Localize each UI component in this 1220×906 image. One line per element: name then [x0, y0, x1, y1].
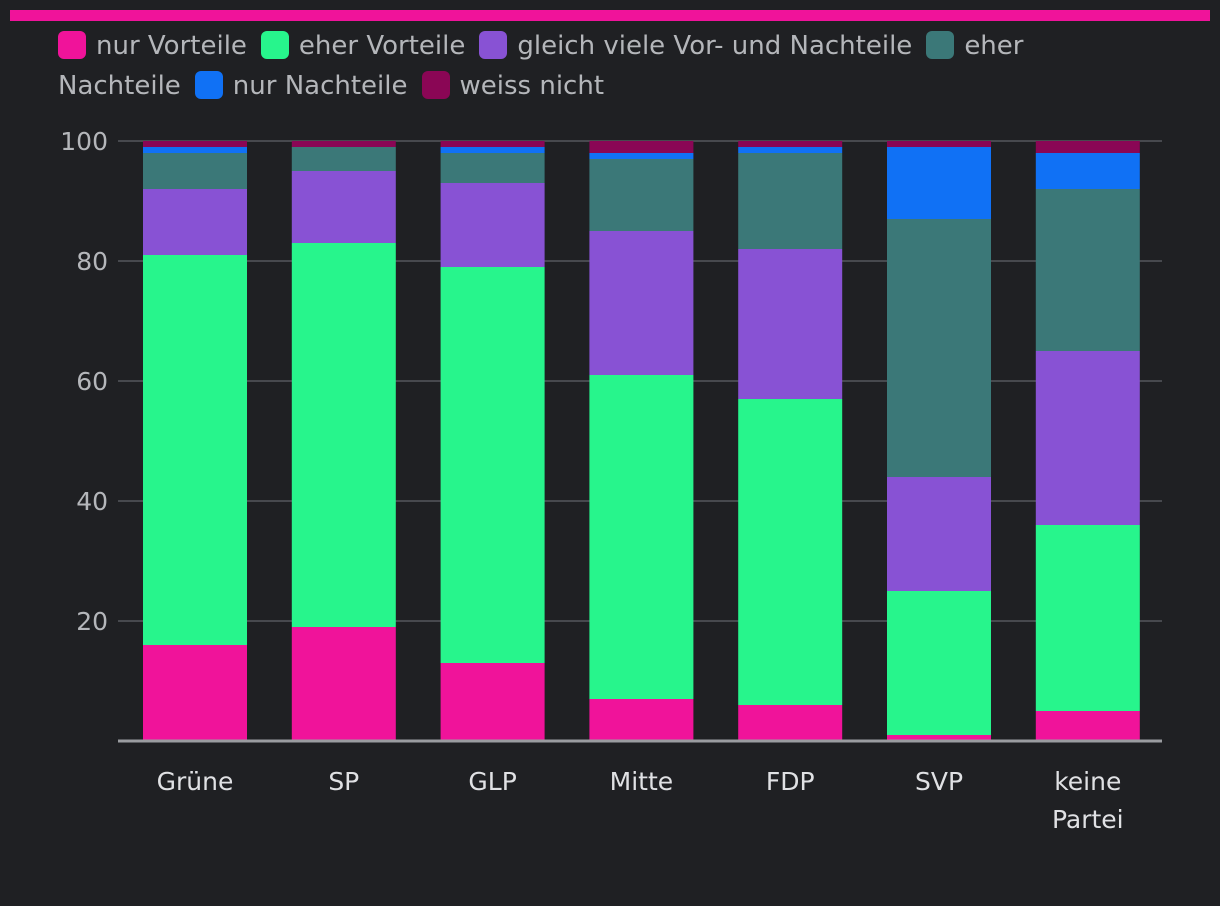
legend-item-weiss-nicht[interactable]: weiss nicht [421, 71, 605, 101]
bar-keine-partei-gleich-viele-vor-und-nachteile[interactable] [1035, 351, 1140, 525]
y-tick-label: 20 [76, 607, 108, 636]
bar-glp-nur-vorteile[interactable] [440, 663, 545, 741]
bar-glp-weiss-nicht[interactable] [440, 141, 545, 147]
bar-fdp-weiss-nicht[interactable] [738, 141, 843, 147]
bar-fdp-eher-vorteile[interactable] [738, 399, 843, 705]
legend-swatch [194, 71, 223, 99]
bar-mitte-gleich-viele-vor-und-nachteile[interactable] [589, 231, 694, 375]
accent-bar [10, 10, 1210, 21]
legend-swatch [421, 71, 450, 99]
bar-grune-nur-vorteile[interactable] [143, 645, 247, 741]
bar-glp-nur-nachteile[interactable] [440, 147, 545, 153]
bar-svp-weiss-nicht[interactable] [887, 141, 991, 147]
bar-grune-eher-nachteile[interactable] [143, 153, 247, 189]
bar-fdp-nur-nachteile[interactable] [738, 147, 843, 153]
x-tick-label: FDP [766, 767, 815, 796]
chart-legend: nur Vorteile eher Vorteile gleich viele Vo… [58, 26, 1138, 106]
legend-swatch [58, 31, 86, 59]
bar-sp-gleich-viele-vor-und-nachteile[interactable] [291, 171, 396, 243]
legend-item-nur-nachteile[interactable]: nur Nachteile [194, 71, 408, 101]
legend-swatch [926, 31, 955, 59]
legend-label: gleich viele Vor- und Nachteile [517, 31, 913, 61]
bar-sp-eher-nachteile[interactable] [291, 147, 396, 171]
x-tick-label: keine Partei [1052, 767, 1124, 834]
bar-mitte-eher-nachteile[interactable] [589, 159, 694, 231]
bar-mitte-nur-nachteile[interactable] [589, 153, 694, 159]
legend-item-eher-vorteile[interactable]: eher Vorteile [260, 31, 466, 61]
bar-fdp-nur-vorteile[interactable] [738, 705, 843, 741]
legend-swatch [479, 31, 508, 59]
bar-svp-nur-nachteile[interactable] [887, 147, 991, 219]
bar-grune-eher-vorteile[interactable] [143, 255, 247, 645]
bar-fdp-gleich-viele-vor-und-nachteile[interactable] [738, 249, 843, 399]
bar-glp-eher-nachteile[interactable] [440, 153, 545, 183]
bar-svp-nur-vorteile[interactable] [887, 735, 991, 741]
bar-keine-partei-nur-vorteile[interactable] [1035, 711, 1140, 741]
y-tick-label: 80 [76, 247, 108, 276]
legend-item-eher-nachteile[interactable]: eher Nachteile [58, 31, 1023, 101]
bar-sp-eher-vorteile[interactable] [291, 243, 396, 627]
y-tick-label: 60 [76, 367, 108, 396]
legend-label: eher Vorteile [298, 31, 466, 61]
legend-label: nur Nachteile [232, 71, 408, 101]
bar-mitte-nur-vorteile[interactable] [589, 699, 694, 741]
bar-keine-partei-eher-vorteile[interactable] [1035, 525, 1140, 711]
bar-grune-weiss-nicht[interactable] [143, 141, 247, 147]
bar-fdp-eher-nachteile[interactable] [738, 153, 843, 249]
bar-keine-partei-nur-nachteile[interactable] [1035, 153, 1140, 189]
bar-glp-eher-vorteile[interactable] [440, 267, 545, 663]
x-tick-label: Mitte [610, 767, 674, 796]
bar-svp-gleich-viele-vor-und-nachteile[interactable] [887, 477, 991, 591]
bar-mitte-weiss-nicht[interactable] [589, 141, 694, 153]
legend-swatch [260, 31, 289, 59]
legend-item-gleich-viele-vor-und-nachteile[interactable]: gleich viele Vor- und Nachteile [479, 31, 912, 61]
bar-keine-partei-weiss-nicht[interactable] [1035, 141, 1140, 153]
bar-keine-partei-eher-nachteile[interactable] [1035, 189, 1140, 351]
legend-item-nur-vorteile[interactable]: nur Vorteile [58, 31, 247, 61]
bar-svp-eher-vorteile[interactable] [887, 591, 991, 735]
y-tick-label: 100 [60, 127, 108, 156]
bar-mitte-eher-vorteile[interactable] [589, 375, 694, 699]
bar-grune-gleich-viele-vor-und-nachteile[interactable] [143, 189, 247, 255]
y-tick-label: 40 [76, 487, 108, 516]
bar-grune-nur-nachteile[interactable] [143, 147, 247, 153]
bar-glp-gleich-viele-vor-und-nachteile[interactable] [440, 183, 545, 267]
legend-label: nur Vorteile [96, 31, 247, 61]
legend-label: eher Nachteile [58, 31, 1024, 101]
bar-sp-weiss-nicht[interactable] [291, 141, 396, 147]
bar-sp-nur-vorteile[interactable] [291, 627, 396, 741]
bar-svp-eher-nachteile[interactable] [887, 219, 991, 477]
x-tick-label: Grüne [157, 767, 234, 796]
legend-label: weiss nicht [459, 71, 605, 101]
x-tick-label: SP [328, 767, 359, 796]
x-tick-label: GLP [468, 767, 516, 796]
x-tick-label: SVP [915, 767, 963, 796]
